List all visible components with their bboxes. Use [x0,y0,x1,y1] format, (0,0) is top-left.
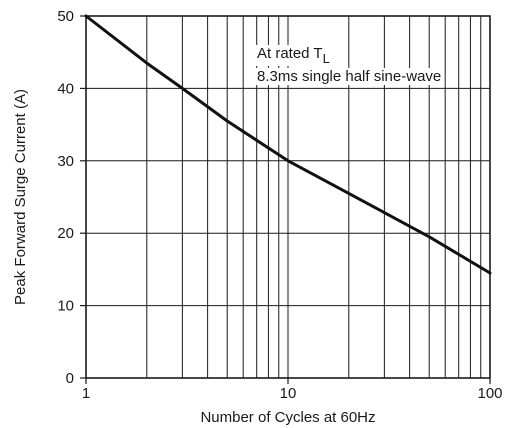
y-tick-label: 0 [66,370,74,387]
annotation-condition-line: At rated TL [257,45,330,66]
x-tick-label: 100 [477,385,502,402]
annotation-condition-prefix: At rated T [257,45,323,62]
annotation-waveform-line: 8.3ms single half sine-wave [257,68,441,85]
x-tick-label: 10 [280,385,297,402]
y-axis-title: Peak Forward Surge Current (A) [12,89,29,305]
x-tick-label: 1 [82,385,90,402]
y-tick-label: 50 [57,8,74,25]
surge-curve [84,14,492,275]
y-tick-label: 20 [57,225,74,242]
annotation-background [255,45,332,66]
x-axis-title: Number of Cycles at 60Hz [200,409,375,426]
annotation-background [255,68,444,85]
y-tick-label: 30 [57,153,74,170]
y-tick-label: 10 [57,298,74,315]
tick-labels: 0 10 20 30 40 50 1 10 100 [57,8,502,402]
y-tick-label: 40 [57,80,74,97]
series-lines [84,14,492,275]
annotation-condition-subscript: L [323,51,330,66]
